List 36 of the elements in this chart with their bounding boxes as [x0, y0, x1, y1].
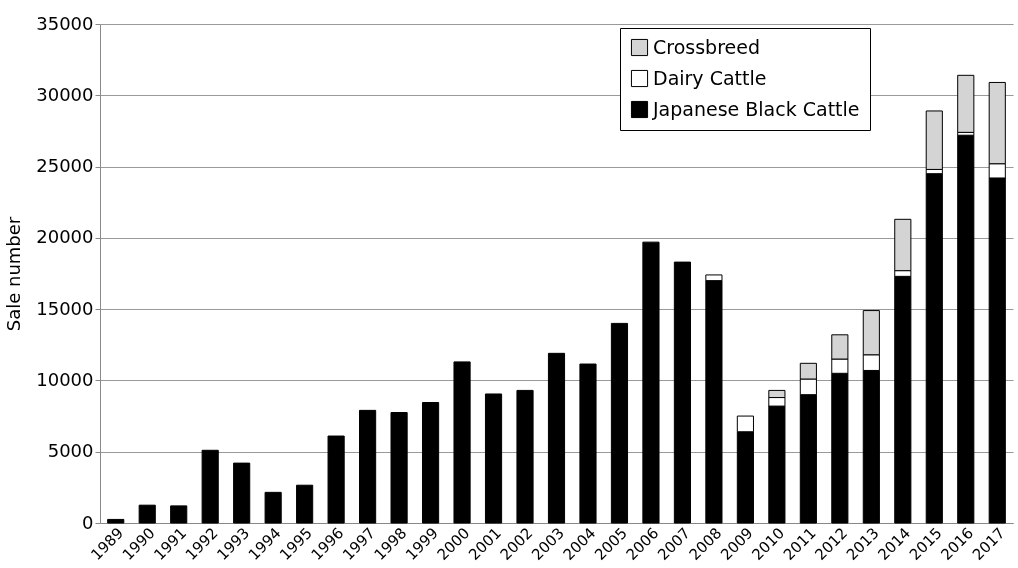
bar [296, 484, 314, 524]
bar [610, 322, 629, 524]
y-tick-label: 20000 [36, 226, 94, 248]
y-tick-label: 35000 [36, 12, 94, 34]
y-tick-label: 0 [82, 511, 94, 533]
y-tick-label: 10000 [36, 368, 94, 390]
y-axis-title: Sale number [3, 216, 25, 332]
bar [579, 363, 597, 524]
y-tick-label: 25000 [36, 155, 94, 177]
bar [233, 462, 251, 524]
bar [421, 402, 440, 524]
legend-label: Crossbreed [653, 35, 760, 58]
bar [957, 74, 975, 133]
bar [925, 173, 943, 524]
bar [390, 412, 408, 524]
bar [453, 361, 471, 524]
y-tick-label: 5000 [47, 440, 94, 462]
bar [957, 134, 975, 524]
bar [547, 352, 566, 524]
bar [138, 504, 156, 524]
bar [170, 505, 188, 524]
bar [894, 275, 912, 524]
bar [642, 241, 660, 524]
bar [359, 409, 377, 524]
bar [673, 261, 692, 524]
legend-label: Dairy Cattle [653, 66, 767, 89]
bar [925, 110, 943, 170]
y-tick-label: 30000 [36, 83, 94, 105]
bar [484, 393, 503, 524]
bar [327, 435, 345, 524]
bar [201, 449, 219, 524]
y-tick-label: 15000 [36, 297, 94, 319]
bar [516, 389, 534, 524]
legend-label: Japanese Black Cattle [652, 97, 860, 120]
bar [107, 518, 125, 524]
bar [264, 491, 282, 524]
